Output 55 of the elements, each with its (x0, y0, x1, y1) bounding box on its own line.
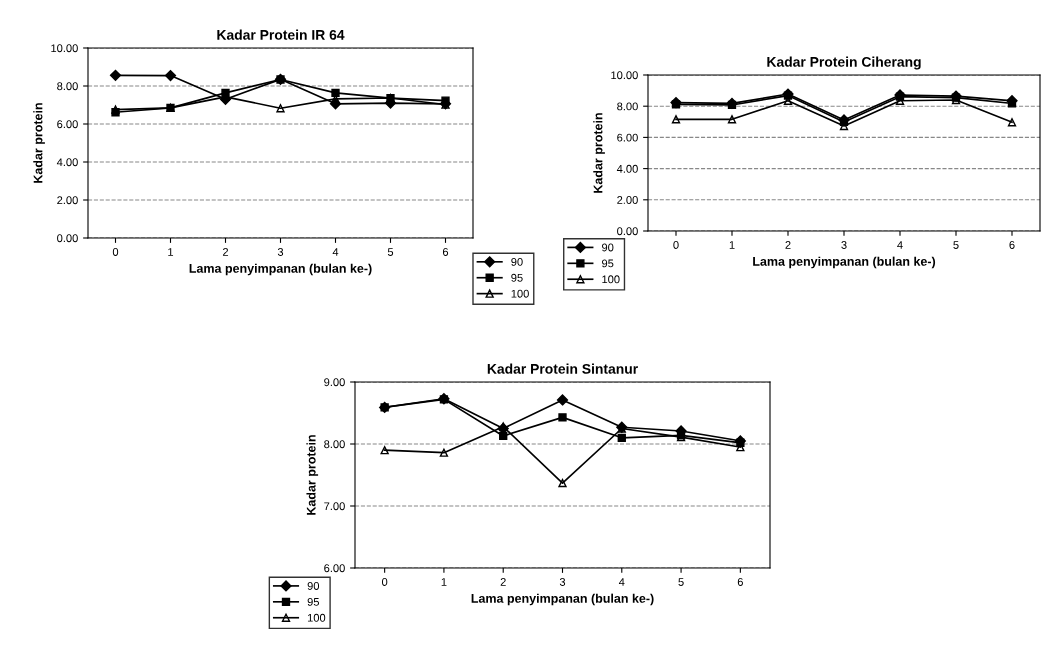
y-tick-label: 6.00 (617, 133, 638, 142)
legend-label: 90 (307, 582, 320, 590)
x-tick-label: 4 (897, 241, 903, 249)
y-axis-title: Kadar protein (306, 435, 319, 515)
y-tick-label: 4.00 (56, 158, 78, 167)
y-tick-label: 7.00 (324, 502, 345, 511)
y-tick-label: 4.00 (616, 164, 638, 173)
legend-label: 100 (307, 613, 326, 622)
x-tick-label: 0 (381, 578, 388, 586)
y-tick-label: 8.00 (617, 102, 638, 111)
x-tick-label: 6 (442, 248, 449, 256)
x-tick-label: 2 (500, 578, 506, 586)
x-tick-label: 2 (222, 248, 229, 256)
y-tick-label: 8.00 (324, 440, 345, 449)
y-tick-label: 2.00 (617, 196, 638, 204)
chart-title: Kadar Protein Sintanur (487, 363, 638, 374)
chart-title: Kadar Protein IR 64 (217, 29, 345, 40)
y-tick-label: 0.00 (617, 227, 638, 236)
legend-label: 100 (511, 289, 529, 298)
x-tick-label: 0 (112, 248, 119, 256)
legend-label: 90 (511, 257, 523, 266)
y-tick-label: 8.00 (57, 82, 78, 91)
x-tick-label: 1 (441, 578, 447, 586)
x-tick-label: 1 (168, 248, 174, 256)
x-tick-label: 4 (618, 578, 625, 586)
x-tick-label: 4 (332, 248, 339, 256)
y-tick-label: 10.00 (611, 71, 638, 80)
x-tick-label: 0 (673, 241, 679, 249)
x-tick-label: 3 (277, 248, 284, 256)
x-tick-label: 2 (785, 241, 791, 249)
y-tick-label: 2.00 (57, 196, 78, 205)
x-tick-label: 1 (729, 241, 735, 249)
legend-label: 100 (602, 275, 620, 284)
x-tick-label: 6 (1009, 241, 1015, 249)
legend-label: 95 (602, 259, 614, 268)
x-tick-label: 3 (841, 241, 847, 249)
y-tick-label: 0.00 (57, 234, 78, 243)
chart-title: Kadar Protein Ciherang (767, 56, 921, 70)
x-tick-label: 5 (678, 578, 684, 586)
y-tick-label: 10.00 (51, 44, 78, 53)
x-axis-title: Lama penyimpanan (bulan ke-) (189, 263, 372, 276)
legend-label: 90 (602, 243, 614, 252)
x-axis-title: Lama penyimpanan (bulan ke-) (471, 593, 654, 606)
legend-label: 95 (307, 597, 320, 606)
y-tick-label: 6.00 (57, 120, 78, 129)
y-axis-title: Kadar protein (33, 103, 45, 183)
legend-label: 95 (511, 273, 523, 282)
x-tick-label: 6 (737, 578, 743, 586)
x-tick-label: 3 (559, 578, 566, 586)
y-tick-label: 9.00 (324, 378, 345, 387)
x-tick-label: 5 (953, 241, 959, 249)
x-axis-title: Lama penyimpanan (bulan ke-) (753, 256, 936, 269)
y-axis-title: Kadar protein (593, 113, 605, 193)
x-tick-label: 5 (387, 248, 394, 256)
y-tick-label: 6.00 (324, 564, 345, 573)
